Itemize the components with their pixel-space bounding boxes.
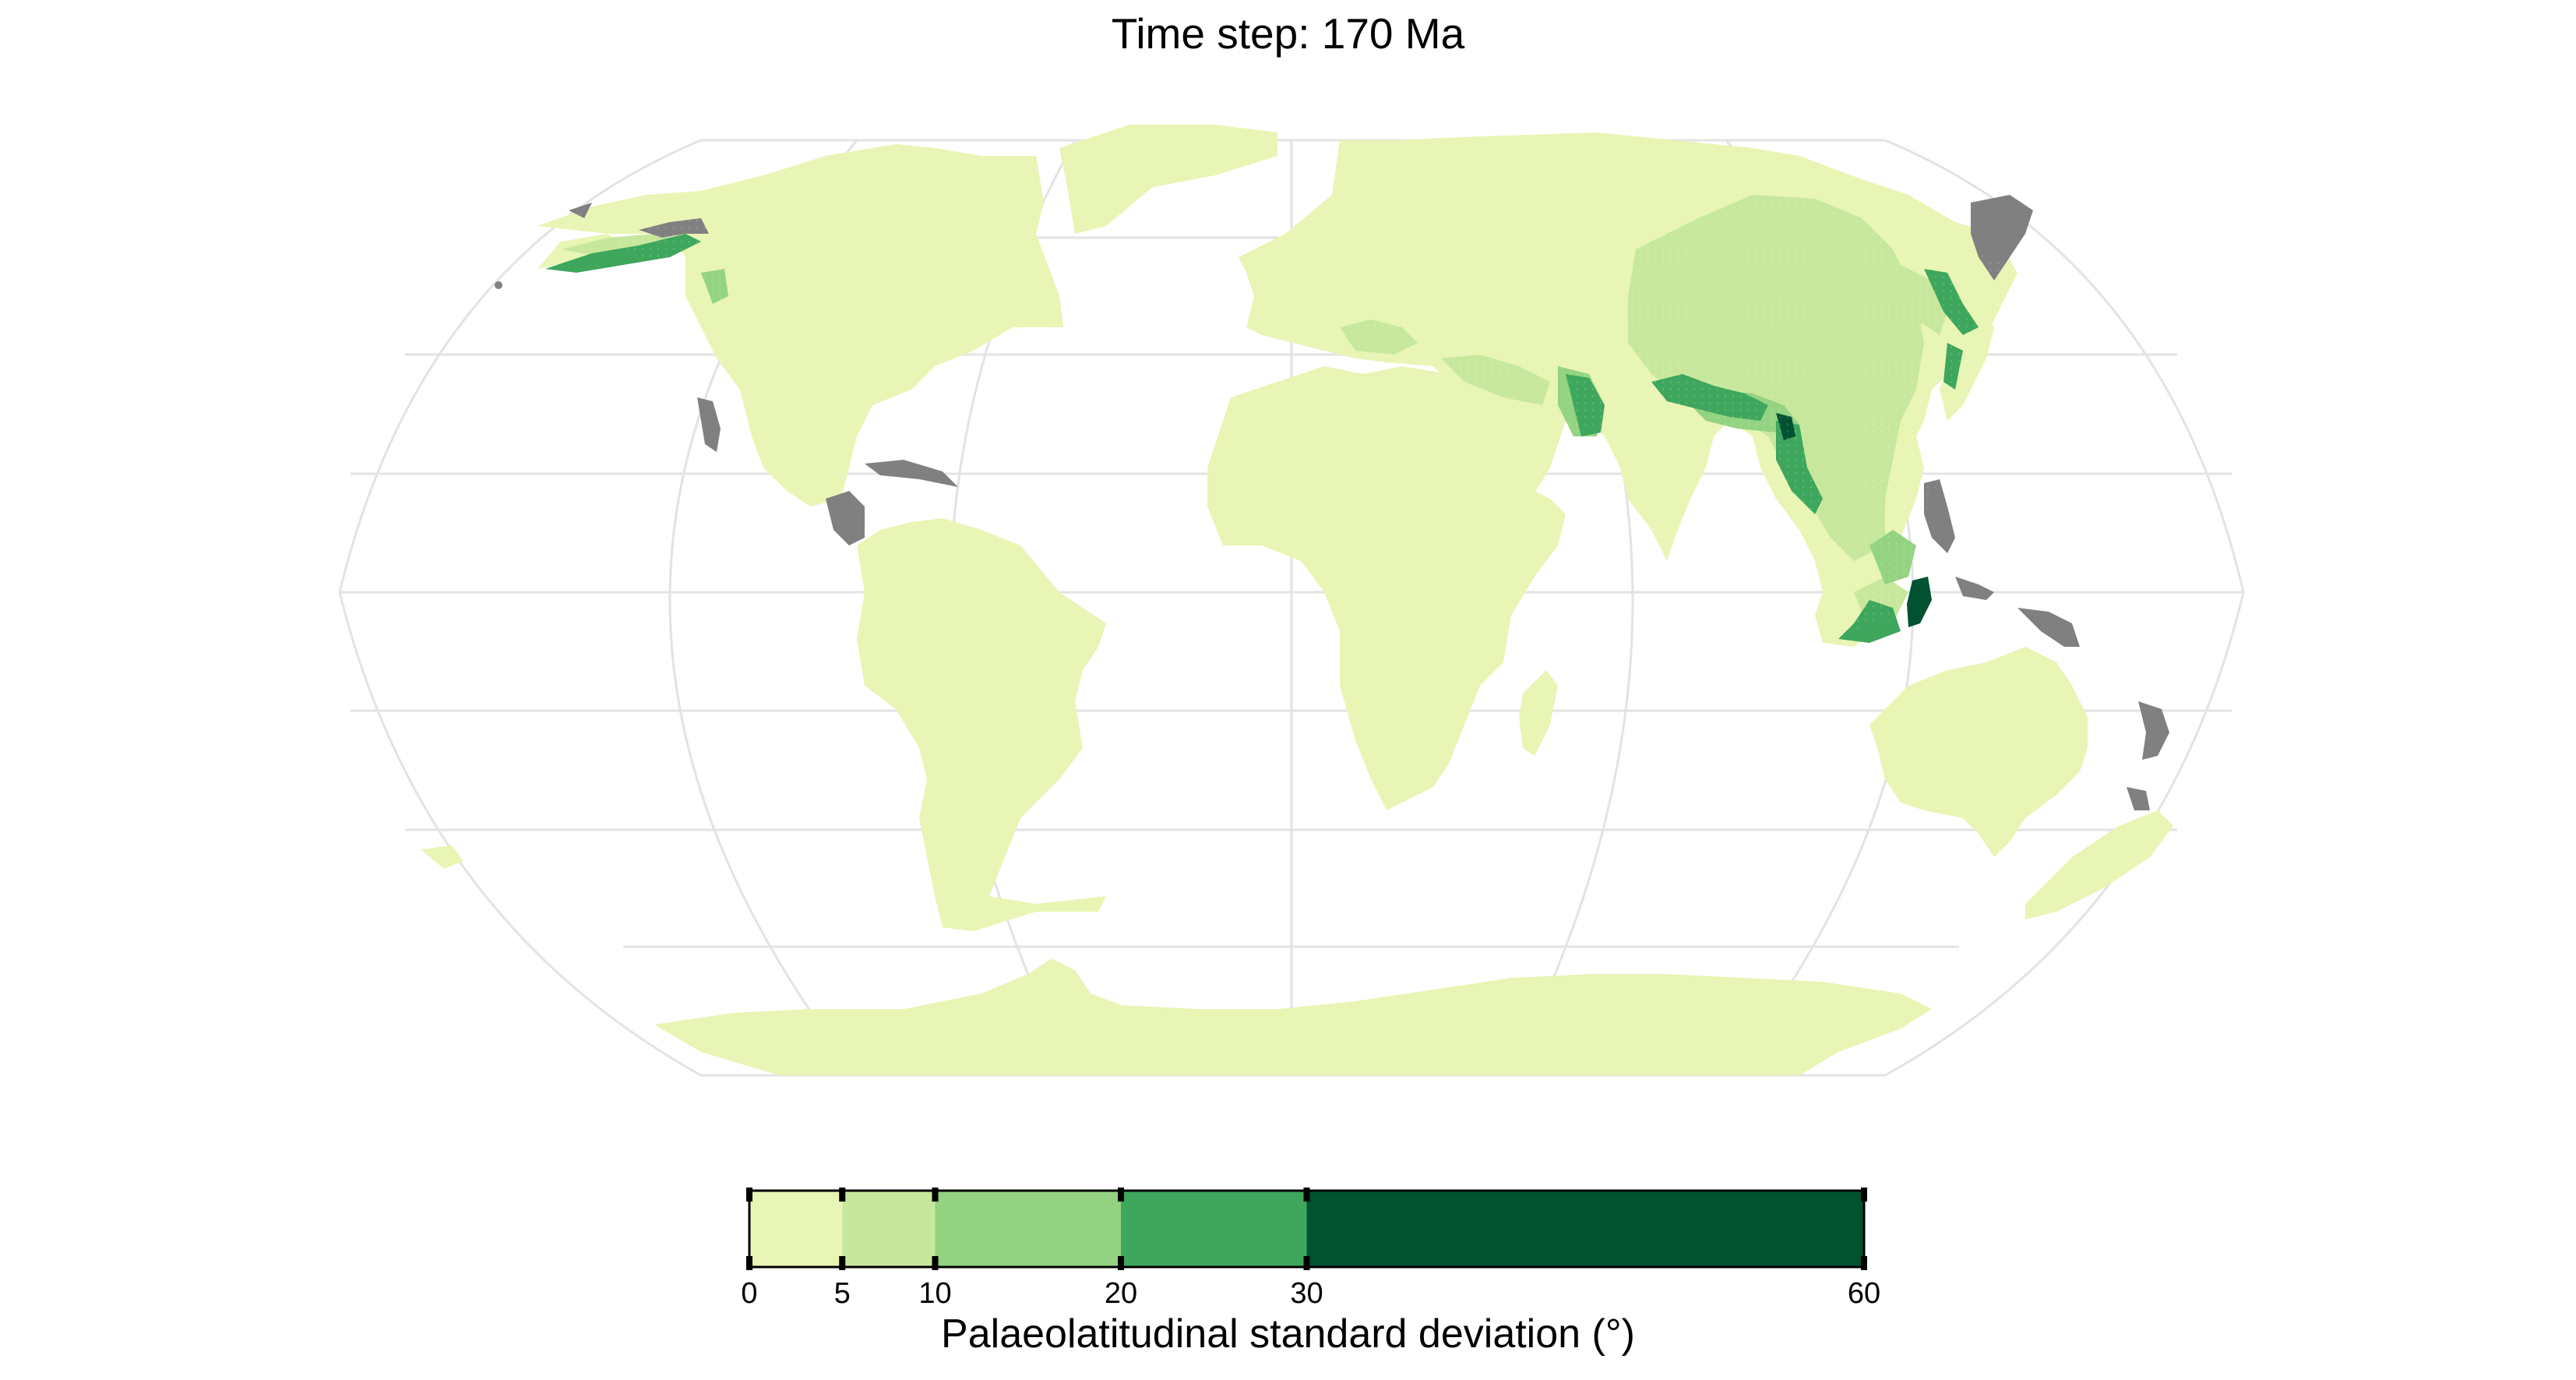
legend-tick-label: 20 xyxy=(1105,1277,1137,1310)
legend-swatch-5 xyxy=(1306,1191,1864,1267)
legend-tick-label: 30 xyxy=(1290,1277,1323,1310)
australia xyxy=(1869,647,2088,857)
antarctica xyxy=(654,958,1932,1075)
legend-tick-label: 10 xyxy=(918,1277,951,1310)
legend-swatch-1 xyxy=(749,1191,843,1267)
no-data-areas xyxy=(495,195,2169,810)
legend-tick-label: 60 xyxy=(1848,1277,1880,1310)
south-america xyxy=(857,518,1106,931)
africa xyxy=(1207,366,1566,810)
map-frame xyxy=(338,139,2245,1077)
hex-texture xyxy=(537,132,2017,643)
legend-swatch-4 xyxy=(1121,1191,1307,1267)
legend-tick-label: 5 xyxy=(834,1277,851,1310)
madagascar xyxy=(1519,670,1558,756)
new-zealand xyxy=(2025,810,2173,919)
small-south-island xyxy=(421,845,463,869)
page-title: Time step: 170 Ma xyxy=(1111,9,1465,58)
legend-tick-label: 0 xyxy=(741,1277,757,1310)
legend-colorbar: 0 5 10 20 30 60 xyxy=(741,1188,1880,1310)
legend-title: Palaeolatitudinal standard deviation (°) xyxy=(941,1311,1635,1357)
legend-swatch-3 xyxy=(935,1191,1121,1267)
greenland xyxy=(1059,125,1277,234)
legend-swatch-2 xyxy=(842,1191,936,1267)
